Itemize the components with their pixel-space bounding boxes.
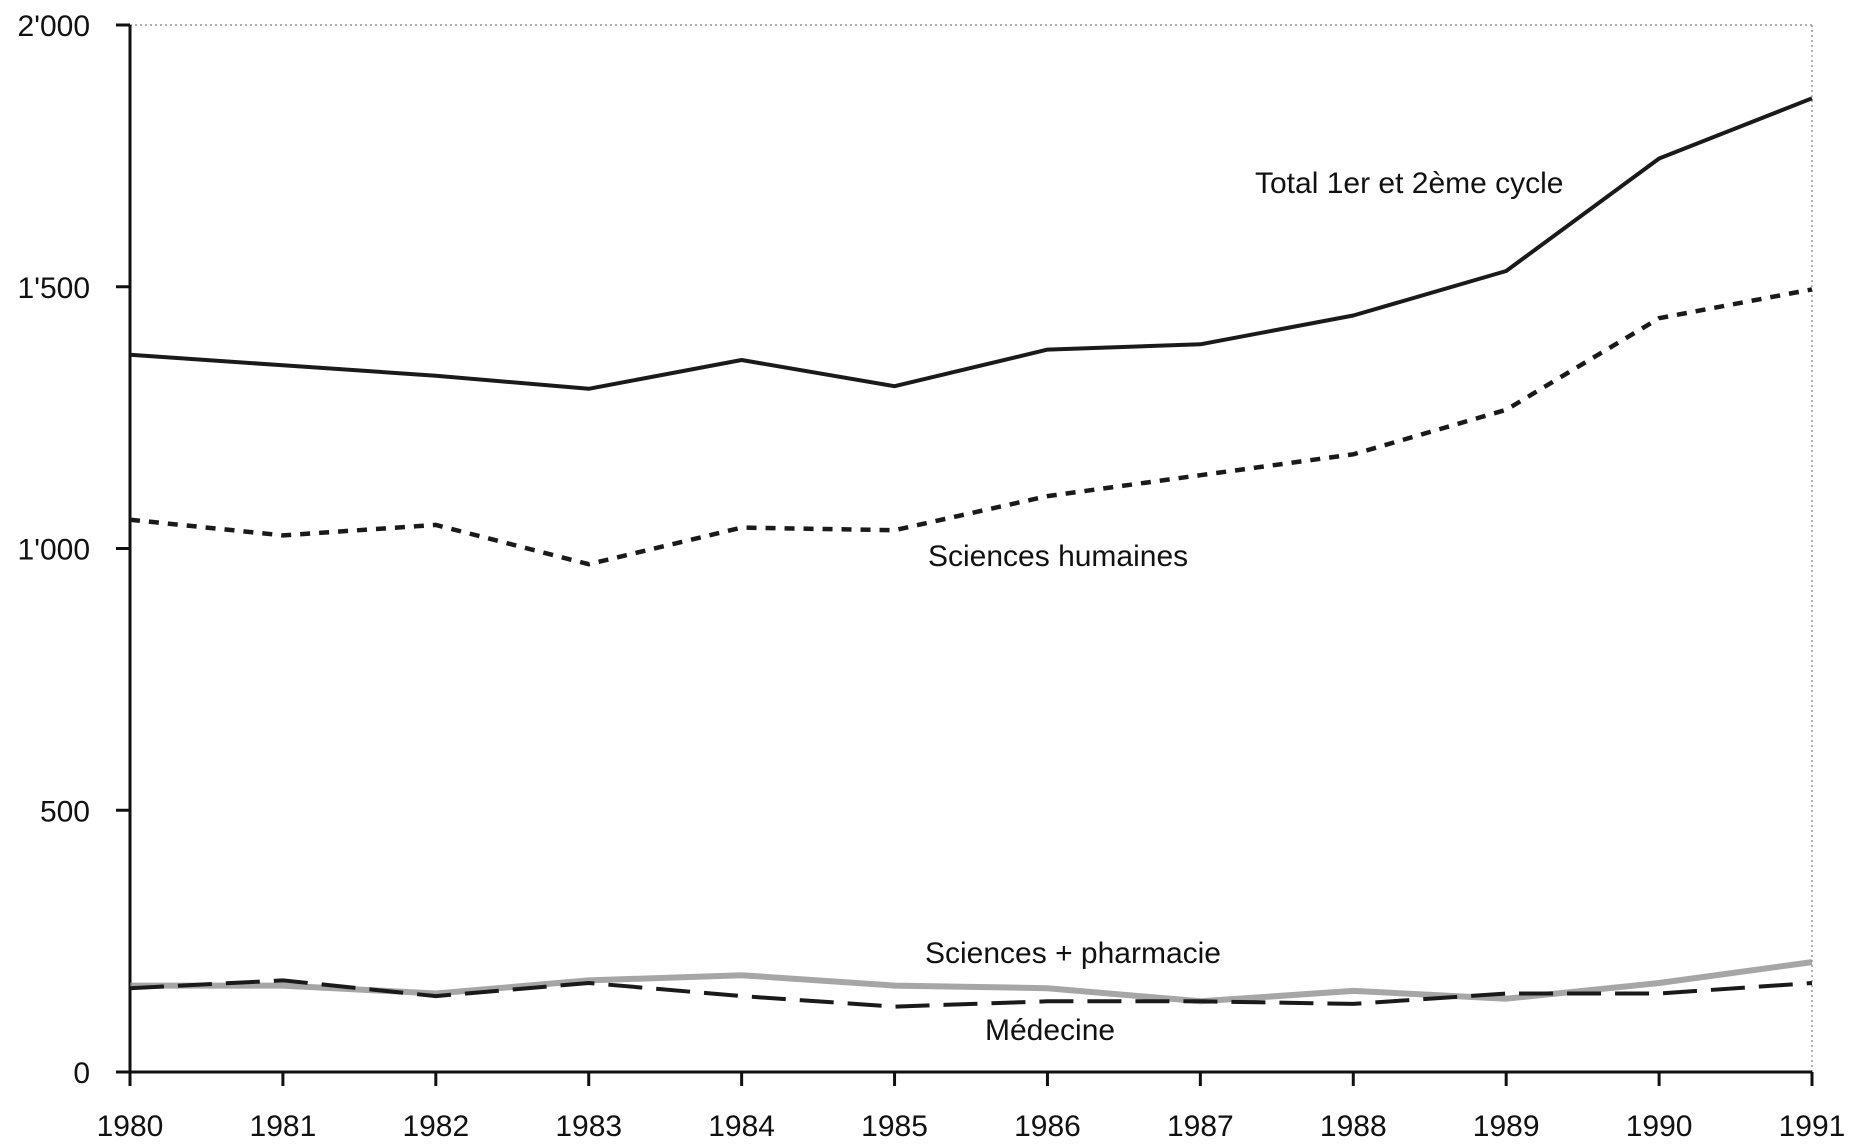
series-line-sciences-humaines <box>129 287 1813 567</box>
y-tick-label: 0 <box>73 1057 90 1090</box>
x-tick-label: 1989 <box>1473 1110 1540 1143</box>
x-axis-ticks: 1980 1981 1982 1983 1984 1985 1986 1987 1988 1989… <box>97 1072 1846 1143</box>
series-label-total: Total 1er et 2ème cycle <box>1255 167 1563 200</box>
x-tick-label: 1980 <box>97 1110 164 1143</box>
series-label-sciences-pharmacie: Sciences + pharmacie <box>925 937 1221 970</box>
series-lines <box>129 96 1813 1009</box>
series-label-sciences-humaines: Sciences humaines <box>928 540 1188 573</box>
x-tick-label: 1981 <box>250 1110 317 1143</box>
x-tick-label: 1985 <box>861 1110 928 1143</box>
x-tick-label: 1986 <box>1014 1110 1081 1143</box>
x-tick-label: 1983 <box>555 1110 622 1143</box>
series-line-sciences-pharmacie <box>130 959 1813 1005</box>
x-tick-label: 1990 <box>1626 1110 1693 1143</box>
x-tick-label: 1988 <box>1320 1110 1387 1143</box>
y-axis-ticks: 0 500 1'000 1'500 2'000 <box>18 10 130 1090</box>
x-tick-label: 1982 <box>402 1110 469 1143</box>
y-tick-label: 1'000 <box>18 534 90 567</box>
y-tick-label: 2'000 <box>18 10 90 43</box>
y-tick-label: 1'500 <box>18 272 90 305</box>
x-tick-label: 1991 <box>1779 1110 1846 1143</box>
series-line-total-1er-2eme-cycle <box>129 96 1813 391</box>
x-tick-label: 1984 <box>708 1110 775 1143</box>
x-tick-label: 1987 <box>1167 1110 1234 1143</box>
series-label-medecine: Médecine <box>985 1014 1115 1047</box>
y-tick-label: 500 <box>40 795 90 828</box>
series-line-medecine <box>129 978 1813 1009</box>
